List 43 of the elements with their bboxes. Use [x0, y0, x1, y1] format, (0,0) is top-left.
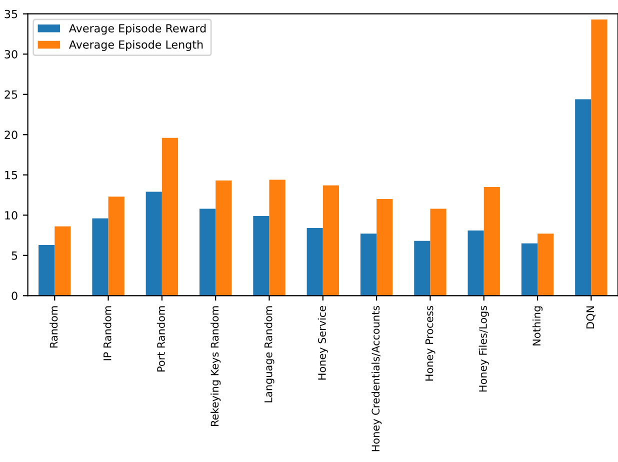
y-tick-label: 15: [5, 171, 18, 180]
y-tick-label: 30: [4, 50, 18, 58]
y-tick-label: 5: [12, 252, 18, 260]
bar: [538, 234, 554, 296]
bar: [468, 230, 484, 296]
legend-label: Average Episode Length: [69, 40, 203, 51]
bar: [521, 243, 538, 296]
bar: [306, 228, 323, 296]
x-tick-label: Honey Credentials/Accounts: [372, 306, 382, 452]
y-tick-label: 0: [12, 292, 18, 300]
x-tick-label: IP Random: [103, 306, 112, 360]
bar: [430, 208, 446, 296]
bar: [484, 186, 500, 296]
x-tick-label: Nothing: [532, 306, 543, 346]
bar: [575, 99, 592, 296]
bar: [322, 185, 339, 296]
bar: [200, 208, 216, 296]
x-tick-label: Language Random: [264, 306, 274, 402]
x-tick-label: Port Random: [156, 306, 165, 372]
y-tick-label: 10: [5, 211, 18, 220]
bar: [269, 180, 286, 296]
bar: [38, 244, 55, 296]
bar: [108, 196, 124, 296]
x-tick-label: Honey Process: [425, 306, 436, 381]
y-tick-label: 20: [4, 130, 18, 140]
bar: [414, 240, 430, 296]
x-tick-label: Rekeying Keys Random: [210, 306, 221, 426]
legend-label: Average Episode Reward: [69, 24, 206, 35]
bar: [162, 138, 178, 296]
x-tick-label: Random: [50, 306, 58, 348]
bar: [253, 216, 270, 296]
bar: [146, 192, 162, 296]
bar: [591, 19, 608, 296]
x-tick-label: Honey Files/Logs: [478, 306, 489, 392]
y-tick-label: 25: [4, 90, 18, 99]
x-tick-label: DQN: [586, 306, 596, 328]
y-tick-label: 35: [4, 10, 18, 18]
bar: [376, 199, 393, 296]
x-tick-label: Honey Service: [318, 306, 328, 380]
bar: [216, 180, 232, 296]
bar: [360, 234, 377, 296]
bar: [54, 226, 71, 296]
bar: [92, 218, 108, 296]
